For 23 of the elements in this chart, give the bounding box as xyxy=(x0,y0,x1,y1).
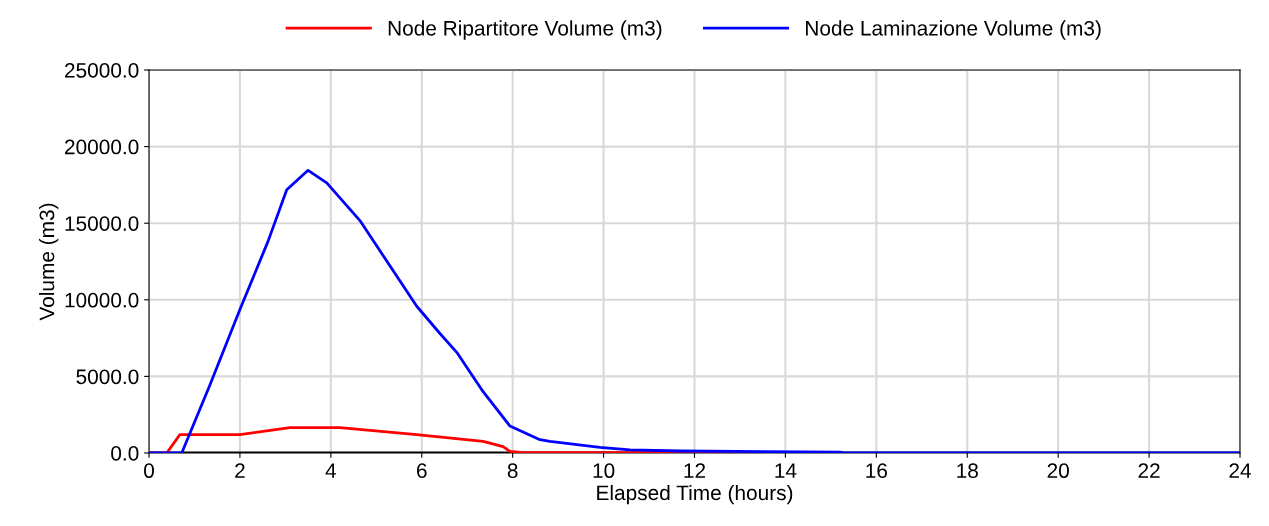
x-tick-label: 16 xyxy=(866,463,888,479)
x-tick-label: 22 xyxy=(1138,463,1160,478)
y-tick-label: 15000.0 xyxy=(65,216,139,231)
x-tick-label: 6 xyxy=(417,463,427,479)
legend-label: Node Laminazione Volume (m3) xyxy=(806,20,1101,40)
x-tick-label: 20 xyxy=(1047,463,1069,479)
legend-label: Node Ripartitore Volume (m3) xyxy=(388,20,662,40)
x-tick-label: 18 xyxy=(957,463,978,479)
y-axis-title: Volume (m3) xyxy=(39,203,59,321)
x-tick-label: 14 xyxy=(775,463,797,478)
x-tick-label: 2 xyxy=(235,463,245,478)
x-tick-label: 0 xyxy=(144,463,154,479)
y-tick-label: 20000.0 xyxy=(65,139,139,155)
y-tick-label: 5000.0 xyxy=(76,369,139,385)
x-tick-label: 4 xyxy=(325,463,337,478)
x-tick-label: 24 xyxy=(1229,463,1251,478)
y-tick-label: 0.0 xyxy=(111,446,139,461)
x-tick-label: 8 xyxy=(507,463,518,479)
x-tick-label: 10 xyxy=(593,463,615,479)
y-tick-label: 10000.0 xyxy=(65,292,139,308)
y-tick-label: 25000.0 xyxy=(65,63,139,78)
x-tick-label: 12 xyxy=(684,463,706,478)
x-axis-title: Elapsed Time (hours) xyxy=(597,484,793,505)
